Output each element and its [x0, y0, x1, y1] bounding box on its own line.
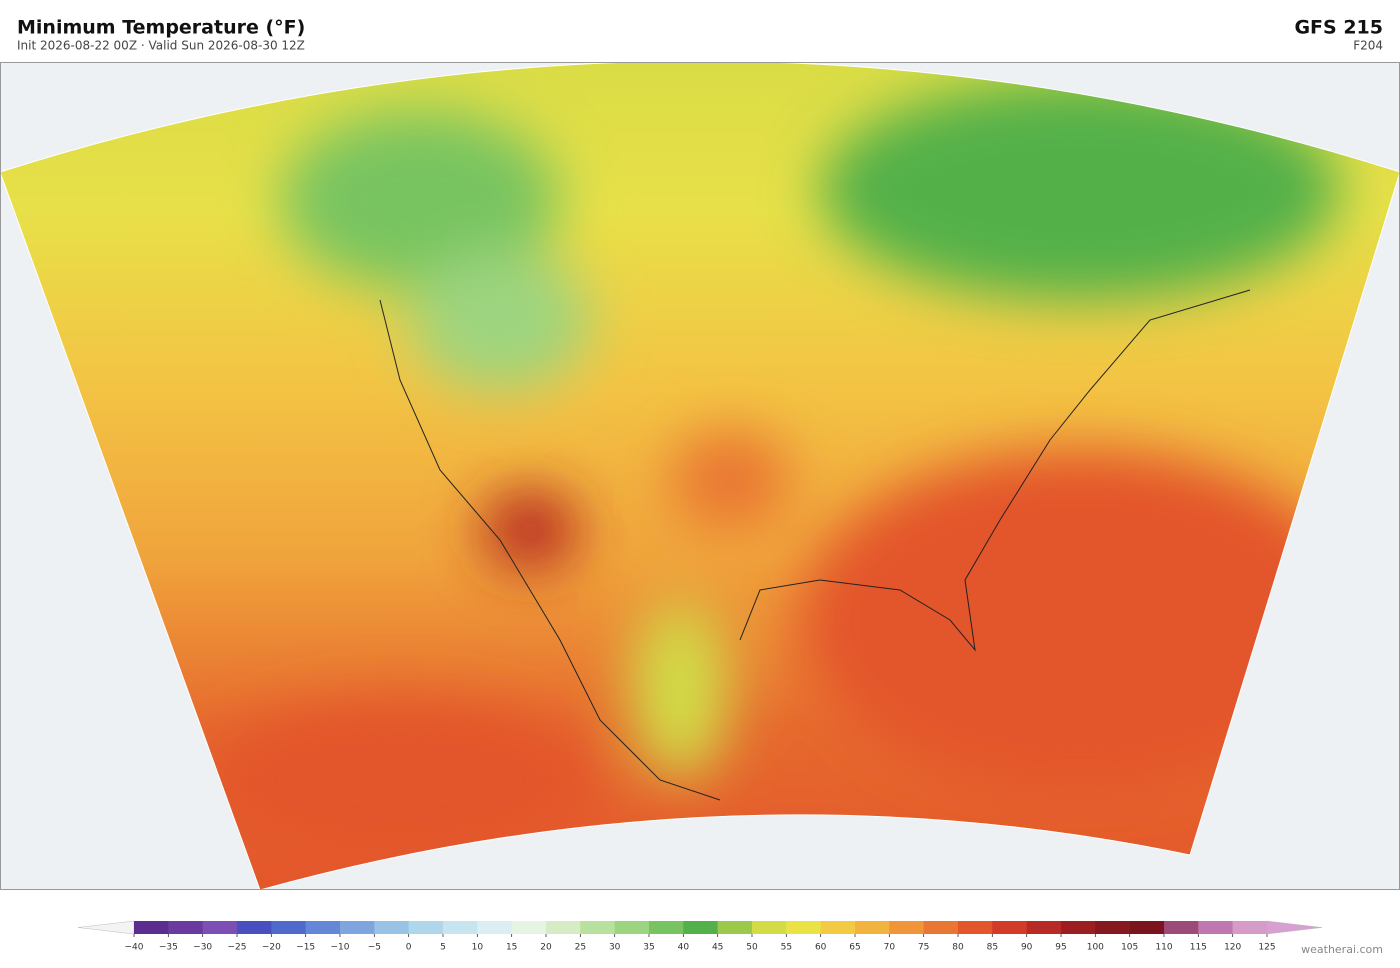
tick-label: 15: [506, 943, 517, 953]
tick-label: 70: [884, 943, 896, 953]
tick-label: 80: [952, 943, 964, 953]
tick-label: −25: [228, 943, 247, 953]
tick-label: 90: [1021, 943, 1033, 953]
forecast-hour: F204: [1353, 39, 1383, 53]
color-bin: [511, 921, 547, 934]
tick-label: 110: [1155, 943, 1172, 953]
color-bin: [305, 921, 341, 934]
color-bin: [168, 921, 203, 934]
color-bin: [1095, 921, 1130, 934]
color-bin: [237, 921, 272, 934]
color-bin: [855, 921, 890, 934]
color-bin: [408, 921, 444, 934]
title: Minimum Temperature (°F): [17, 17, 305, 39]
tick-label: 100: [1087, 943, 1104, 953]
tick-label: −10: [331, 943, 350, 953]
color-bin: [683, 921, 718, 934]
colorbar-over: [1266, 920, 1323, 935]
model-label: GFS 215: [1294, 17, 1383, 39]
color-bin: [271, 921, 306, 934]
color-bin: [134, 921, 169, 934]
tick-label: −35: [159, 943, 178, 953]
subtitle: Init 2026-08-22 00Z · Valid Sun 2026-08-…: [17, 39, 305, 53]
tick-label: 50: [746, 943, 758, 953]
tick-label: 85: [987, 943, 998, 953]
map: [0, 62, 1400, 890]
color-bin: [1198, 921, 1233, 934]
tick-label: 55: [781, 943, 792, 953]
tick-label: 20: [540, 943, 552, 953]
tick-label: −5: [368, 943, 381, 953]
tick-label: 40: [678, 943, 690, 953]
tick-label: 75: [918, 943, 929, 953]
color-bin: [546, 921, 581, 934]
temperature-field: [0, 62, 1400, 890]
color-bin: [889, 921, 924, 934]
tick-label: 65: [849, 943, 860, 953]
color-bin: [1129, 921, 1165, 934]
color-bin: [923, 921, 959, 934]
tick-label: 115: [1190, 943, 1207, 953]
color-bin: [717, 921, 753, 934]
color-bin: [1061, 921, 1096, 934]
color-bin: [752, 921, 787, 934]
color-bin: [340, 921, 375, 934]
color-bin: [614, 921, 650, 934]
colorbar-under: [77, 920, 135, 935]
tick-label: −40: [125, 943, 144, 953]
tick-label: −30: [193, 943, 212, 953]
tick-label: 95: [1055, 943, 1066, 953]
tick-label: 60: [815, 943, 827, 953]
color-bin: [1164, 921, 1199, 934]
tick-label: 105: [1121, 943, 1138, 953]
tick-label: 45: [712, 943, 723, 953]
tick-label: 0: [406, 943, 412, 953]
color-bin: [443, 921, 478, 934]
color-bin: [1232, 921, 1268, 934]
tick-label: 25: [575, 943, 586, 953]
color-bin: [477, 921, 512, 934]
tick-label: 125: [1258, 943, 1275, 953]
color-bin: [820, 921, 856, 934]
color-bin: [580, 921, 615, 934]
color-bin: [786, 921, 821, 934]
color-bin: [1026, 921, 1062, 934]
color-bin: [202, 921, 238, 934]
color-bin: [958, 921, 993, 934]
tick-label: 120: [1224, 943, 1241, 953]
tick-label: −15: [296, 943, 315, 953]
credit: weatherai.com: [1301, 943, 1383, 956]
tick-label: 10: [472, 943, 484, 953]
tick-label: 30: [609, 943, 621, 953]
color-bin: [374, 921, 409, 934]
tick-label: 35: [643, 943, 654, 953]
tick-label: 5: [440, 943, 446, 953]
tick-label: −20: [262, 943, 281, 953]
color-bin: [649, 921, 684, 934]
color-bin: [992, 921, 1027, 934]
colorbar: −40 −35 −30 −25 −20 −15 −10 −5 0 5 10 15 20 25 30 35 40 4…: [77, 920, 1323, 953]
